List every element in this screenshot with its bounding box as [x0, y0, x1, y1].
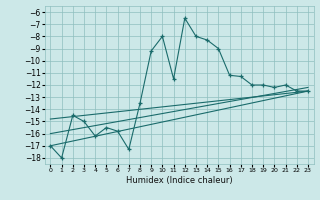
- X-axis label: Humidex (Indice chaleur): Humidex (Indice chaleur): [126, 176, 233, 185]
